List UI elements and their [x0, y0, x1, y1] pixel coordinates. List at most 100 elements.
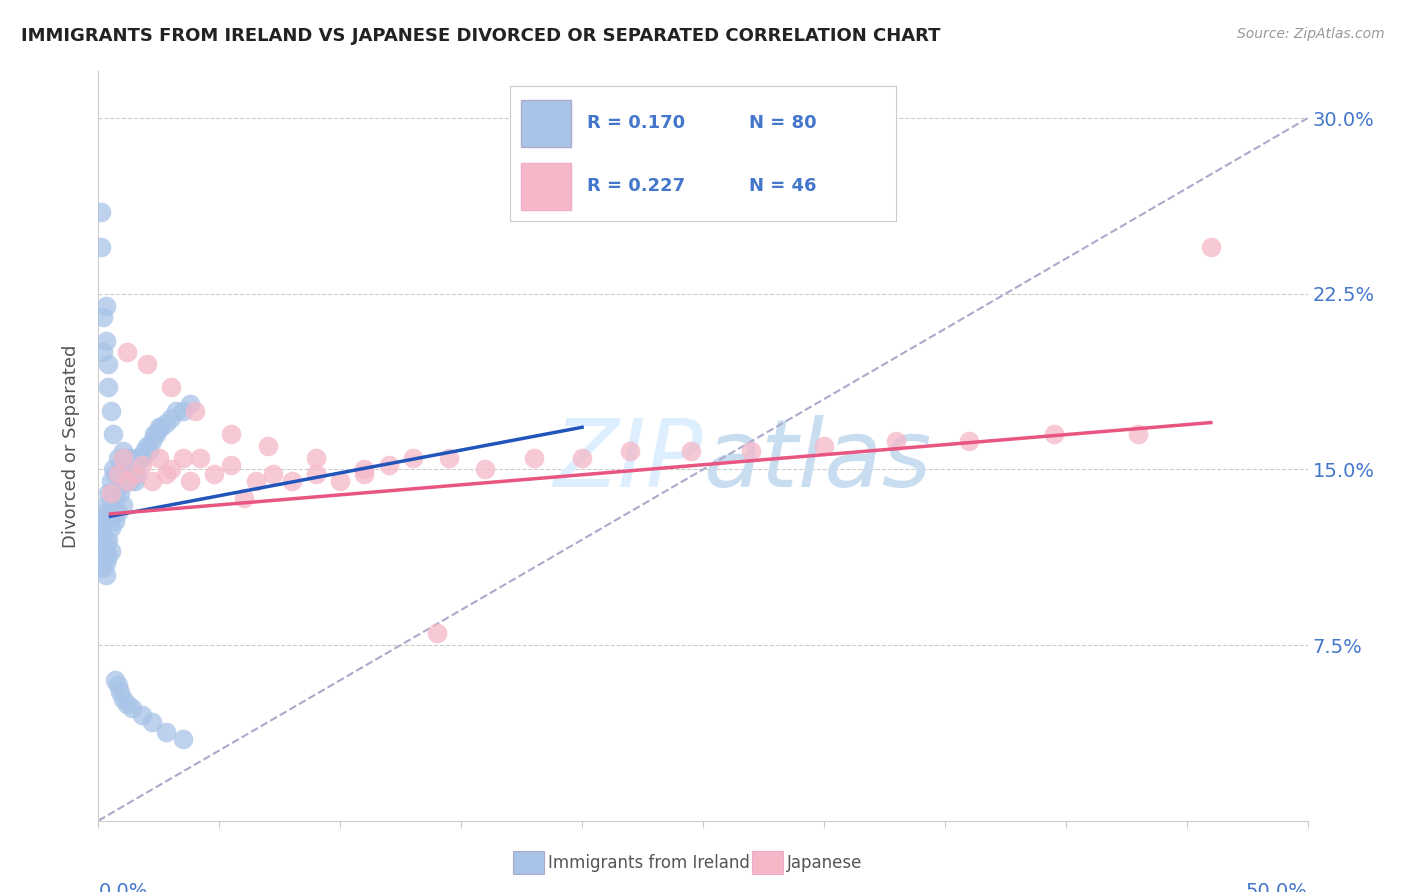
- Point: [148, 450, 170, 465]
- Point: [97, 380, 120, 394]
- Point: [143, 427, 166, 442]
- Point: [131, 450, 153, 465]
- Point: [118, 474, 141, 488]
- Point: [245, 474, 267, 488]
- Point: [886, 434, 908, 449]
- Point: [94, 498, 117, 512]
- Point: [172, 731, 194, 746]
- Point: [104, 467, 127, 482]
- Point: [165, 404, 187, 418]
- Point: [127, 467, 149, 482]
- Point: [155, 467, 177, 482]
- Point: [523, 450, 546, 465]
- Point: [221, 427, 243, 442]
- Point: [108, 485, 131, 500]
- Point: [134, 443, 156, 458]
- Point: [138, 443, 160, 458]
- Point: [94, 334, 117, 348]
- Point: [141, 474, 163, 488]
- Point: [426, 626, 449, 640]
- Point: [111, 692, 134, 706]
- Text: ZIP: ZIP: [554, 416, 703, 507]
- Point: [91, 537, 114, 551]
- Point: [1199, 240, 1222, 254]
- Point: [117, 450, 139, 465]
- Point: [179, 474, 201, 488]
- Point: [107, 467, 129, 482]
- Point: [100, 474, 122, 488]
- Point: [155, 724, 177, 739]
- Point: [90, 528, 112, 542]
- Text: 50.0%: 50.0%: [1246, 881, 1308, 892]
- Point: [111, 450, 134, 465]
- Point: [97, 533, 120, 547]
- Point: [160, 380, 183, 394]
- Point: [135, 357, 157, 371]
- Point: [100, 485, 122, 500]
- Point: [135, 439, 157, 453]
- Point: [117, 474, 139, 488]
- Point: [124, 474, 146, 488]
- Point: [100, 521, 122, 535]
- Text: atlas: atlas: [703, 416, 931, 507]
- Point: [107, 505, 129, 519]
- Point: [204, 467, 226, 482]
- Point: [1042, 427, 1064, 442]
- Point: [100, 498, 122, 512]
- Point: [94, 544, 117, 558]
- Text: Japanese: Japanese: [787, 854, 863, 871]
- Point: [111, 474, 134, 488]
- Point: [121, 462, 143, 476]
- Point: [679, 443, 702, 458]
- Point: [619, 443, 641, 458]
- Point: [97, 509, 120, 524]
- Point: [232, 491, 254, 505]
- Point: [121, 701, 143, 715]
- Point: [91, 514, 114, 528]
- Point: [353, 467, 375, 482]
- Point: [740, 443, 762, 458]
- Point: [90, 240, 112, 254]
- Point: [94, 567, 117, 582]
- Point: [104, 673, 127, 688]
- Point: [155, 416, 177, 430]
- Point: [101, 509, 124, 524]
- Point: [437, 450, 460, 465]
- Point: [117, 345, 139, 359]
- Point: [1128, 427, 1150, 442]
- Point: [474, 462, 496, 476]
- Point: [101, 427, 124, 442]
- Point: [101, 485, 124, 500]
- Point: [117, 474, 139, 488]
- Point: [94, 533, 117, 547]
- Point: [108, 462, 131, 476]
- Point: [90, 509, 112, 524]
- Point: [150, 420, 173, 434]
- Point: [108, 685, 131, 699]
- Point: [91, 561, 114, 575]
- Point: [256, 439, 278, 453]
- Text: Source: ZipAtlas.com: Source: ZipAtlas.com: [1237, 27, 1385, 41]
- Point: [94, 556, 117, 570]
- Point: [107, 450, 129, 465]
- Point: [90, 521, 112, 535]
- Point: [111, 498, 134, 512]
- Point: [97, 357, 120, 371]
- Point: [179, 397, 201, 411]
- Point: [172, 450, 194, 465]
- Point: [97, 549, 120, 563]
- Text: Immigrants from Ireland: Immigrants from Ireland: [548, 854, 751, 871]
- Point: [111, 443, 134, 458]
- Point: [100, 404, 122, 418]
- Point: [281, 474, 304, 488]
- Point: [353, 462, 375, 476]
- Point: [91, 345, 114, 359]
- Point: [571, 450, 593, 465]
- Point: [97, 485, 120, 500]
- Point: [114, 450, 136, 465]
- Point: [114, 474, 136, 488]
- Point: [127, 450, 149, 465]
- Point: [221, 458, 243, 472]
- Point: [145, 427, 167, 442]
- Point: [118, 450, 141, 465]
